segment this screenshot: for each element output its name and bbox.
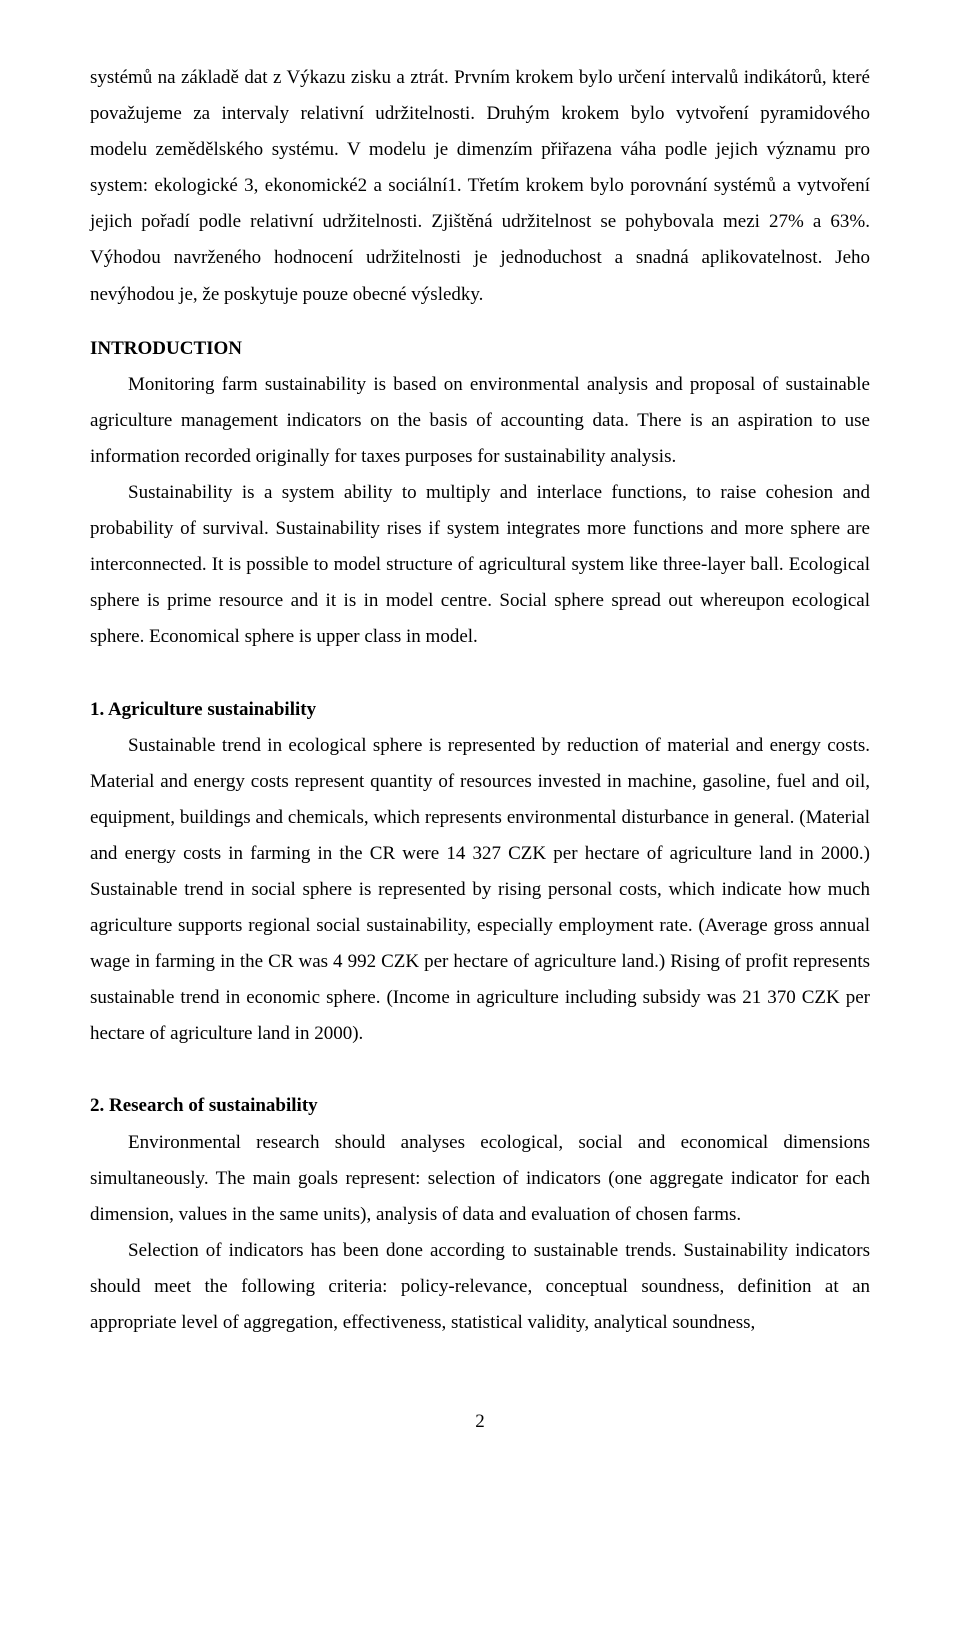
section1-title: 1. Agriculture sustainability (90, 692, 870, 728)
section2-title: 2. Research of sustainability (90, 1088, 870, 1124)
introduction-p1: Monitoring farm sustainability is based … (90, 367, 870, 475)
abstract-paragraph-cs: systémů na základě dat z Výkazu zisku a … (90, 60, 870, 313)
section2-p2: Selection of indicators has been done ac… (90, 1233, 870, 1341)
introduction-p2: Sustainability is a system ability to mu… (90, 475, 870, 655)
spacer (90, 656, 870, 674)
page-number: 2 (90, 1411, 870, 1433)
section1-p1: Sustainable trend in ecological sphere i… (90, 728, 870, 1053)
spacer (90, 1052, 870, 1070)
section2-p1: Environmental research should analyses e… (90, 1125, 870, 1233)
introduction-title: INTRODUCTION (90, 331, 870, 367)
